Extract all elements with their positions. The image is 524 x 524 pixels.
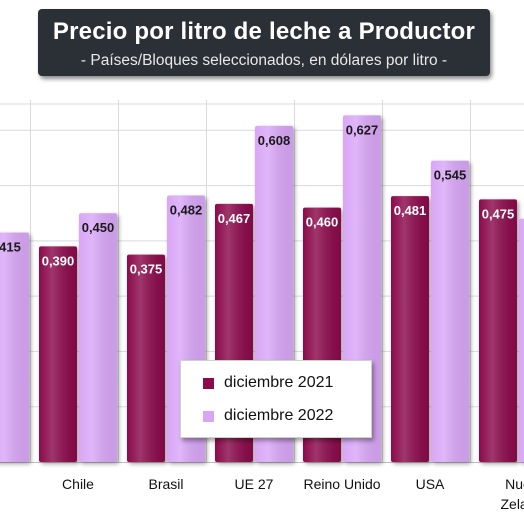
data-label-2022-2: 0,482 xyxy=(170,203,203,218)
x-tick-label: Chile xyxy=(62,476,94,492)
bar-sheen xyxy=(391,196,429,462)
x-tick-label: Brasil xyxy=(148,476,183,492)
bar-sheen xyxy=(431,160,469,462)
data-label-2022-3: 0,608 xyxy=(258,133,291,148)
legend: diciembre 2021 diciembre 2022 xyxy=(180,360,372,438)
data-labels: 415 0,390 0,450 0,375 0,482 0,467 0,608 0,460 0,… xyxy=(0,122,515,277)
x-tick-label: Nue xyxy=(505,476,524,492)
data-label-2022-1: 0,450 xyxy=(82,220,115,235)
data-label-2021-4: 0,460 xyxy=(306,215,339,230)
data-label-2021-3: 0,467 xyxy=(218,211,251,226)
bar-sheen xyxy=(519,218,524,462)
x-tick-label: USA xyxy=(416,476,445,492)
bar-sheen xyxy=(127,254,165,462)
chart-subtitle: - Países/Bloques seleccionados, en dólar… xyxy=(80,52,448,69)
data-label-2021-1: 0,390 xyxy=(42,253,75,268)
legend-item-2021: diciembre 2021 xyxy=(203,373,333,393)
legend-label-2021: diciembre 2021 xyxy=(224,374,334,391)
data-label-2021-5: 0,481 xyxy=(394,203,427,218)
legend-swatch-2022 xyxy=(203,410,214,422)
legend-item-2022: diciembre 2022 xyxy=(203,406,333,426)
data-label-2022-0: 415 xyxy=(0,240,21,255)
chart-title: Precio por litro de leche a Productor xyxy=(52,18,476,45)
legend-label-2022: diciembre 2022 xyxy=(224,407,334,424)
bar-sheen xyxy=(479,199,517,462)
chart-title-box: Precio por litro de leche a Productor - … xyxy=(38,9,490,76)
bar-sheen xyxy=(79,213,117,462)
data-label-2021-6: 0,475 xyxy=(482,206,515,221)
bar-sheen xyxy=(0,232,29,462)
legend-swatch-2021 xyxy=(203,377,214,389)
x-tick-label: Zelan xyxy=(500,496,524,512)
data-label-2022-5: 0,545 xyxy=(434,168,467,183)
x-tick-label: Reino Unido xyxy=(303,476,380,492)
data-label-2021-2: 0,375 xyxy=(130,262,163,277)
x-tick-label: UE 27 xyxy=(235,476,274,492)
data-label-2022-4: 0,627 xyxy=(346,122,379,137)
bar-sheen xyxy=(39,246,77,462)
